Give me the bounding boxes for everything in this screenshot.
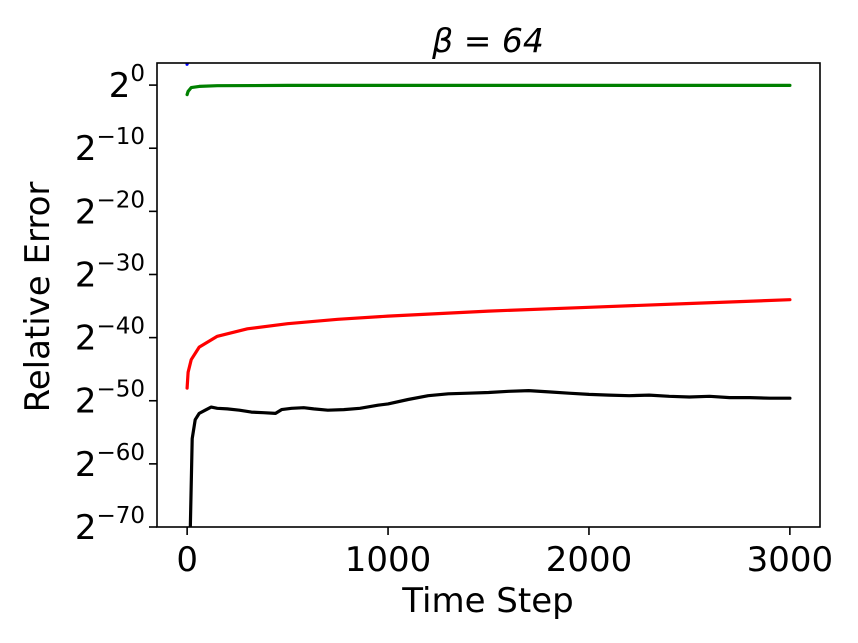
y-tick-label: 2−40 — [75, 314, 145, 359]
x-tick-label: 3000 — [747, 540, 834, 580]
y-tick-label: 2−20 — [75, 187, 145, 232]
x-tick-label: 1000 — [345, 540, 432, 580]
y-axis: 20 2−10 2−20 2−30 2−40 2−50 2−60 2−70 — [75, 61, 157, 548]
y-tick-label: 2−50 — [75, 377, 145, 422]
y-tick-label: 2−10 — [75, 124, 145, 169]
y-tick-label: 2−70 — [75, 503, 145, 548]
series-layer — [185, 63, 792, 527]
series-line-2 — [185, 298, 792, 390]
series-line-1 — [185, 83, 792, 97]
y-tick-label: 20 — [109, 61, 145, 106]
y-tick-label: 2−30 — [75, 250, 145, 295]
x-axis: 0 1000 2000 3000 — [176, 527, 833, 580]
x-tick-label: 2000 — [546, 540, 633, 580]
y-axis-label: Relative Error — [18, 182, 58, 413]
x-tick-label: 0 — [176, 540, 198, 580]
chart-title: β = 64 — [431, 21, 544, 60]
x-axis-label: Time Step — [401, 581, 573, 621]
plot-frame — [156, 62, 821, 528]
series-line-3 — [188, 389, 792, 527]
y-tick-label: 2−60 — [75, 440, 145, 485]
